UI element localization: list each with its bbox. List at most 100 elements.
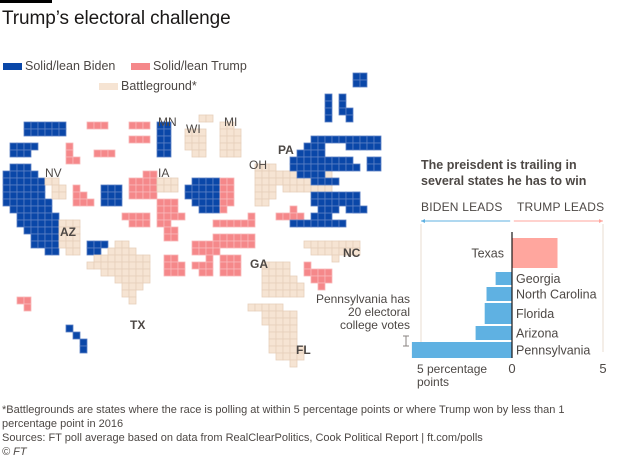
- state-tx: [86, 240, 151, 305]
- map-cell: [212, 219, 221, 228]
- map-cell: [30, 219, 39, 228]
- map-cell: [289, 184, 298, 193]
- map-cell: [324, 100, 333, 109]
- map-cell: [163, 184, 172, 193]
- map-cell: [275, 331, 284, 340]
- map-cell: [282, 184, 291, 193]
- map-cell: [275, 338, 284, 347]
- hex-grid-map: [2, 72, 382, 368]
- map-cell: [37, 177, 46, 186]
- map-cell: [373, 163, 382, 172]
- map-cell: [72, 247, 81, 256]
- map-cell: [205, 247, 214, 256]
- map-cell: [359, 135, 368, 144]
- map-cell: [135, 184, 144, 193]
- map-cell: [51, 121, 60, 130]
- state-fl: [247, 303, 305, 368]
- map-cell: [275, 282, 284, 291]
- map-cell: [156, 128, 165, 137]
- map-cell: [247, 233, 256, 242]
- map-cell: [261, 289, 270, 298]
- map-cell: [324, 163, 333, 172]
- page-title: Trump’s electoral challenge: [2, 8, 231, 29]
- map-cell: [275, 170, 284, 179]
- map-cell: [156, 135, 165, 144]
- map-cell: [282, 324, 291, 333]
- map-cell: [289, 275, 298, 284]
- legend-swatch-battleground: [99, 82, 118, 90]
- map-cell: [114, 240, 123, 249]
- legend-item-trump: Solid/lean Trump: [131, 59, 247, 73]
- map-cell: [289, 212, 298, 221]
- map-cell: [212, 177, 221, 186]
- map-cell: [219, 254, 228, 263]
- map-cell: [275, 324, 284, 333]
- map-cell: [212, 205, 221, 214]
- map-cell: [149, 170, 158, 179]
- map-cell: [65, 247, 74, 256]
- map-cell: [268, 303, 277, 312]
- map-cell: [142, 191, 151, 200]
- map-cell: [205, 205, 214, 214]
- map-cell: [16, 149, 25, 158]
- map-cell: [44, 128, 53, 137]
- map-cell: [93, 121, 102, 130]
- map-cell: [30, 212, 39, 221]
- map-cell: [275, 261, 284, 270]
- map-cell: [198, 177, 207, 186]
- state-la: [163, 254, 186, 277]
- map-cell: [37, 184, 46, 193]
- map-cell: [16, 219, 25, 228]
- map-cell: [289, 317, 298, 326]
- map-cell: [310, 198, 319, 207]
- map-cell: [233, 268, 242, 277]
- map-cell: [275, 345, 284, 354]
- map-cell: [282, 317, 291, 326]
- map-cell: [296, 184, 305, 193]
- map-cell: [282, 331, 291, 340]
- map-cell: [219, 219, 228, 228]
- map-cell: [30, 191, 39, 200]
- map-cell: [30, 170, 39, 179]
- map-cell: [275, 275, 284, 284]
- map-cell: [51, 219, 60, 228]
- map-cell: [128, 247, 137, 256]
- map-cell: [233, 261, 242, 270]
- map-cell: [324, 177, 333, 186]
- map-cell: [233, 240, 242, 249]
- bar-label: Georgia: [516, 272, 561, 286]
- map-cell: [142, 254, 151, 263]
- map-cell: [100, 149, 109, 158]
- map-cell: [205, 261, 214, 270]
- map-cell: [317, 135, 326, 144]
- map-cell: [65, 324, 74, 333]
- map-cell: [37, 191, 46, 200]
- map-cell: [198, 184, 207, 193]
- map-cell: [51, 212, 60, 221]
- map-cell: [226, 142, 235, 151]
- map-cell: [275, 212, 284, 221]
- map-cell: [86, 247, 95, 256]
- state-az: [58, 219, 81, 256]
- map-cell: [310, 184, 319, 193]
- map-cell: [254, 184, 263, 193]
- map-cell: [149, 184, 158, 193]
- map-cell: [23, 226, 32, 235]
- map-cell: [191, 184, 200, 193]
- map-cell: [268, 282, 277, 291]
- map-cell: [268, 317, 277, 326]
- map-cell: [23, 219, 32, 228]
- map-cell: [79, 191, 88, 200]
- map-cell: [16, 177, 25, 186]
- state-ar: [156, 219, 179, 242]
- sources-line: Sources: FT poll average based on data f…: [2, 432, 483, 444]
- map-cell: [2, 191, 11, 200]
- map-cell: [345, 114, 354, 123]
- map-cell: [331, 177, 340, 186]
- state-nv: [44, 177, 67, 200]
- xtick-label-5: 5: [599, 361, 606, 376]
- state-il: [184, 177, 221, 214]
- state-in: [219, 177, 235, 214]
- map-cell: [30, 128, 39, 137]
- map-cell: [219, 198, 228, 207]
